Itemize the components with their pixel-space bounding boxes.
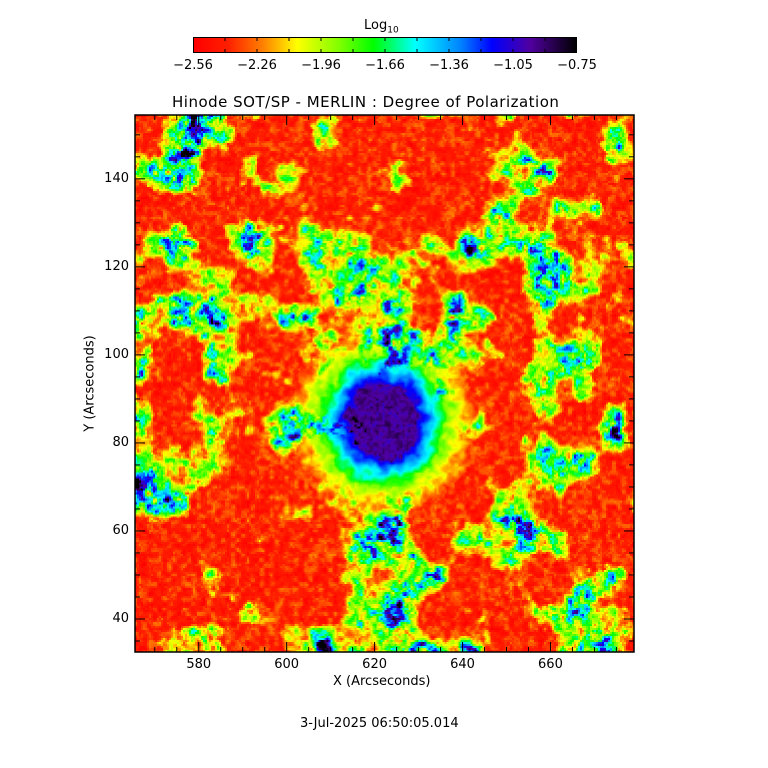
y-tick-label: 120 (104, 258, 129, 274)
chart-title: Hinode SOT/SP - MERLIN : Degree of Polar… (172, 93, 560, 111)
colorbar-tick-label: −1.96 (301, 58, 341, 73)
y-tick-label: 140 (104, 170, 129, 186)
y-tick-label: 80 (112, 434, 129, 450)
polarization-heatmap (135, 115, 634, 652)
colorbar-tick-label: −2.56 (173, 58, 213, 73)
x-tick-label: 620 (362, 657, 387, 672)
y-axis-label: Y (Arcseconds) (82, 335, 98, 432)
colorbar-tick-label: −1.66 (365, 58, 405, 73)
x-tick-label: 640 (450, 657, 475, 672)
timestamp: 3-Jul-2025 06:50:05.014 (300, 716, 459, 731)
x-axis-label: X (Arcseconds) (333, 674, 431, 689)
y-tick-label: 100 (104, 346, 129, 362)
colorbar-tick-label: −0.75 (557, 58, 597, 73)
colorbar-tick-label: −2.26 (237, 58, 277, 73)
colorbar-tick-label: −1.05 (493, 58, 533, 73)
x-tick-label: 580 (186, 657, 212, 672)
colorbar-title: Log10 (364, 18, 399, 36)
plot-frame (134, 114, 635, 653)
y-tick-label: 40 (112, 610, 129, 626)
colorbar-tick-label: −1.36 (429, 58, 469, 73)
x-tick-label: 600 (274, 657, 300, 672)
y-tick-label: 60 (112, 522, 129, 538)
x-tick-label: 660 (538, 657, 563, 672)
